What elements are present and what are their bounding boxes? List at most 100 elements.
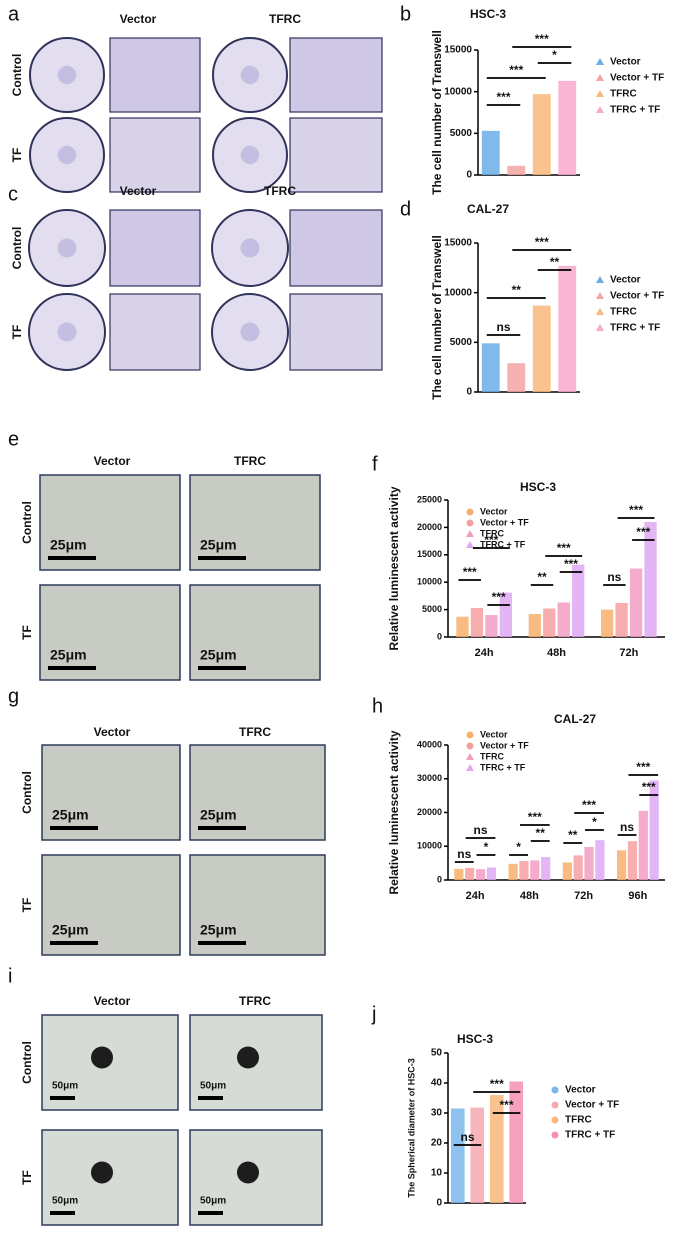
column-header: TFRC <box>269 12 301 26</box>
legend-marker <box>551 1086 559 1094</box>
y-tick-label: 0 <box>466 170 472 181</box>
y-tick-label: 40 <box>431 1078 443 1089</box>
well-center <box>57 238 77 258</box>
legend-marker <box>596 324 604 331</box>
row-label: TF <box>10 148 24 163</box>
field-image <box>109 37 201 113</box>
significance-label: *** <box>463 565 477 579</box>
significance-label: * <box>592 815 597 829</box>
scale-bar-label: 25μm <box>200 647 237 663</box>
x-tick-label: 48h <box>520 890 539 902</box>
significance-label: *** <box>557 541 571 555</box>
bar <box>616 850 627 880</box>
x-tick-label: 48h <box>547 647 566 659</box>
micrograph <box>189 744 326 841</box>
bar <box>644 521 657 637</box>
significance-label: * <box>484 840 489 854</box>
y-tick-label: 10000 <box>444 86 472 97</box>
micrograph <box>39 474 181 571</box>
significance-label: *** <box>636 525 650 539</box>
legend-label: TFRC <box>480 751 504 761</box>
panel-letter: b <box>400 3 411 25</box>
legend-label: TFRC <box>480 528 504 538</box>
legend-marker <box>596 308 604 315</box>
x-tick-label: 24h <box>466 890 485 902</box>
legend-marker <box>466 731 474 739</box>
legend-label: Vector + TF <box>480 740 529 750</box>
scale-bar-label: 25μm <box>200 537 237 553</box>
scale-bar-label: 50μm <box>200 1081 226 1092</box>
row-label: TF <box>20 1170 34 1185</box>
legend-marker <box>596 74 604 81</box>
field-image <box>289 117 383 193</box>
chart-title: CAL-27 <box>554 712 596 726</box>
field-image <box>289 37 383 113</box>
panel-letter: d <box>400 198 411 220</box>
legend-label: Vector <box>565 1085 596 1096</box>
y-tick-label: 10000 <box>444 287 472 298</box>
field-image <box>109 293 201 371</box>
bar <box>475 869 486 880</box>
significance-label: ** <box>536 826 546 840</box>
scale-bar-label: 25μm <box>200 922 237 938</box>
bar <box>499 592 513 637</box>
panel-letter: e <box>8 428 19 450</box>
legend-label: TFRC <box>610 307 637 318</box>
legend-marker <box>596 58 604 65</box>
micrograph <box>41 854 181 956</box>
legend-label: TFRC + TF <box>610 105 660 116</box>
bar <box>541 857 551 880</box>
significance-label: *** <box>509 63 523 77</box>
scale-bar-label: 50μm <box>52 1081 78 1092</box>
legend-label: Vector <box>480 506 508 516</box>
row-label: Control <box>20 771 34 814</box>
bar <box>481 343 500 392</box>
legend-marker <box>551 1116 559 1124</box>
legend-label: TFRC <box>565 1115 592 1126</box>
spheroid <box>237 1161 259 1184</box>
column-header: TFRC <box>264 184 296 198</box>
scale-bar-label: 25μm <box>200 807 237 823</box>
y-axis-label: Relative luminescent activity <box>387 730 401 894</box>
significance-label: *** <box>535 235 549 249</box>
legend-marker <box>466 508 474 516</box>
column-header: Vector <box>94 454 131 468</box>
y-tick-label: 20000 <box>417 522 442 532</box>
micrograph <box>41 744 181 841</box>
significance-label: ns <box>620 820 634 834</box>
column-header: Vector <box>120 12 157 26</box>
column-header: Vector <box>94 994 131 1008</box>
legend-marker <box>466 764 474 771</box>
bar <box>470 607 484 637</box>
row-label: TF <box>20 625 34 640</box>
bar <box>600 609 614 637</box>
bar <box>519 861 529 880</box>
well-center <box>240 322 260 342</box>
scale-bar-label: 25μm <box>50 537 87 553</box>
row-label: TF <box>10 325 24 340</box>
significance-label: ** <box>550 255 560 269</box>
significance-label: *** <box>629 503 643 517</box>
legend-label: Vector + TF <box>565 1100 619 1111</box>
column-header: TFRC <box>239 725 271 739</box>
bar <box>558 80 577 175</box>
panel-letter: h <box>372 695 383 717</box>
bar <box>508 863 518 880</box>
bar <box>489 1095 504 1203</box>
legend-label: Vector + TF <box>480 517 529 527</box>
legend-marker <box>466 519 474 527</box>
column-header: Vector <box>120 184 157 198</box>
scale-bar-label: 25μm <box>50 647 87 663</box>
y-tick-label: 30 <box>431 1108 443 1119</box>
bar <box>528 613 541 637</box>
row-label: Control <box>10 227 24 270</box>
y-tick-label: 15000 <box>444 45 472 56</box>
well-center <box>240 65 260 85</box>
chart-title: CAL-27 <box>467 202 509 216</box>
field-image <box>289 209 383 287</box>
chart-title: HSC-3 <box>520 480 556 494</box>
bar <box>532 94 551 175</box>
y-tick-label: 30000 <box>417 773 442 783</box>
y-axis-label: The cell number of Transwell <box>430 30 444 195</box>
